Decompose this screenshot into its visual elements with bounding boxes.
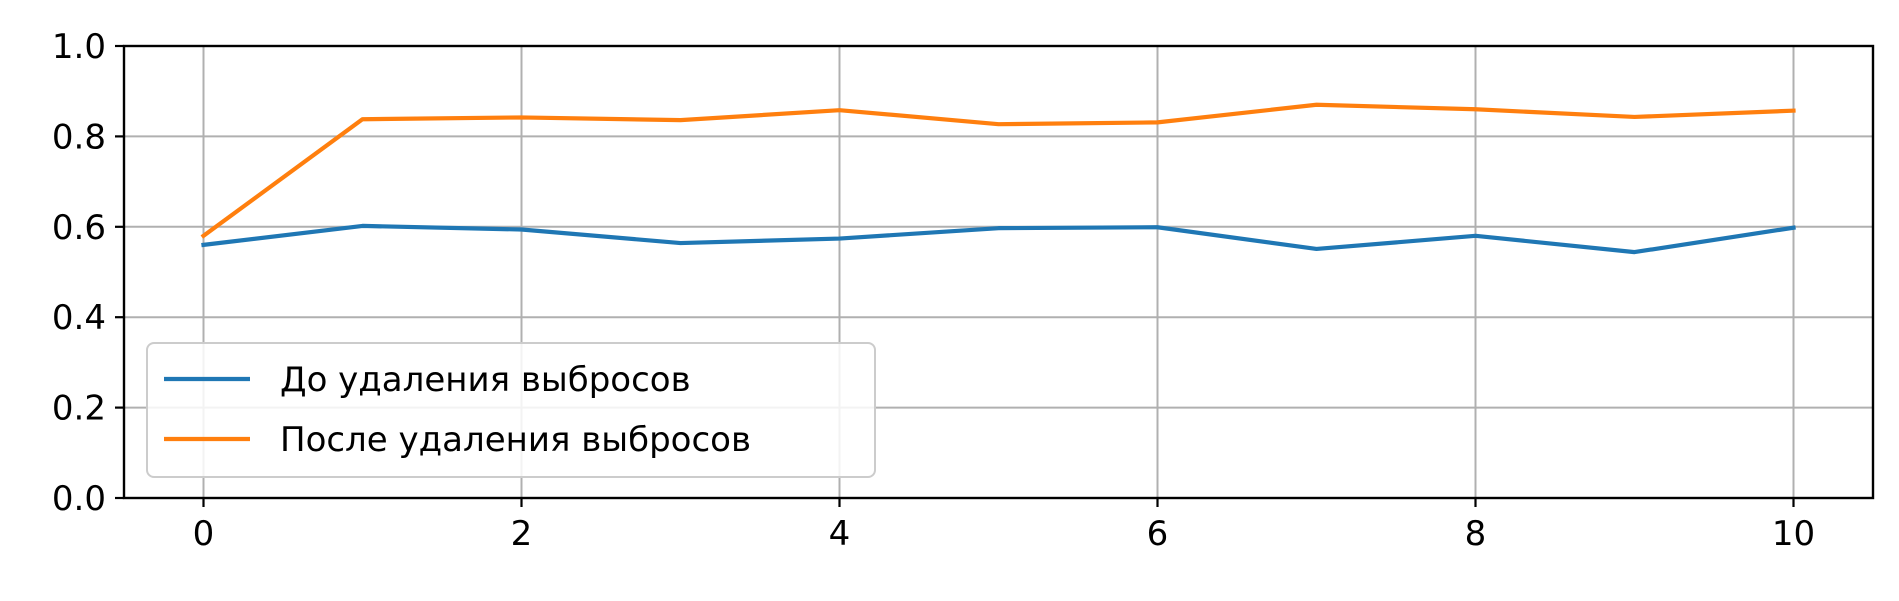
legend: До удаления выбросов После удаления выбро… [146, 342, 876, 478]
y-tick-label: 0.2 [52, 389, 106, 429]
axes [122, 44, 1875, 500]
x-axis-ticks: 0 2 4 6 8 10 [193, 498, 1815, 554]
plot-frame [122, 44, 1875, 500]
legend-label-2: После удаления выбросов [280, 420, 751, 460]
series-line-2 [200, 102, 1796, 239]
y-tick-label: 0.4 [52, 298, 106, 338]
x-tick-label: 6 [1147, 514, 1169, 554]
x-tick-label: 2 [511, 514, 533, 554]
series-lines [200, 102, 1796, 255]
y-tick-label: 1.0 [52, 27, 106, 67]
legend-label-1: До удаления выбросов [280, 360, 691, 400]
y-tick-label: 0.0 [52, 479, 106, 519]
x-tick-label: 8 [1465, 514, 1487, 554]
x-tick-label: 0 [193, 514, 215, 554]
legend-box [146, 342, 876, 478]
x-tick-label: 10 [1772, 514, 1815, 554]
y-axis-ticks: 0.0 0.2 0.4 0.6 0.8 1.0 [52, 27, 124, 519]
series-line-1 [201, 223, 1796, 255]
y-tick-label: 0.6 [52, 208, 106, 248]
x-tick-label: 4 [829, 514, 851, 554]
y-tick-label: 0.8 [52, 117, 106, 157]
